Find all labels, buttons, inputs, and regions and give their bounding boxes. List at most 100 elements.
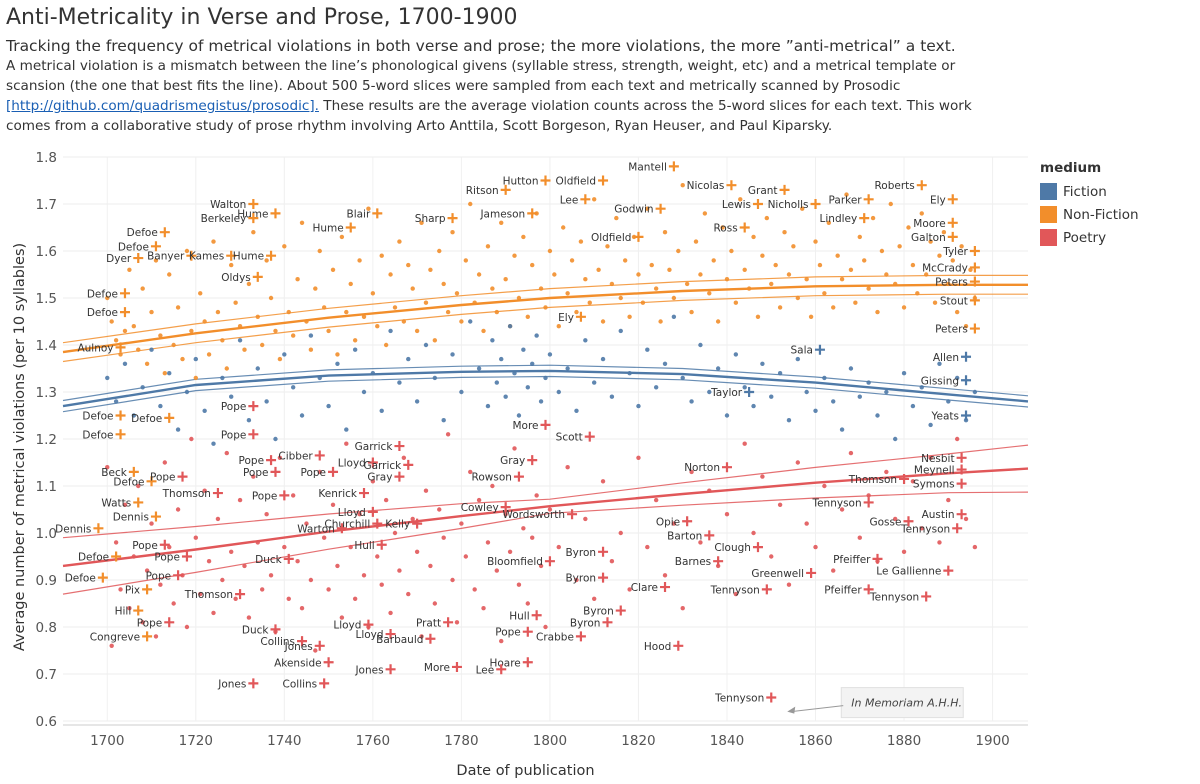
data-point [490, 338, 495, 343]
data-point [689, 309, 694, 315]
data-point [233, 300, 238, 305]
labeled-point-marker [394, 441, 405, 452]
point-label: Hood [644, 641, 671, 653]
data-point [450, 352, 455, 357]
data-point [224, 366, 229, 371]
data-point [538, 286, 544, 291]
data-point [109, 643, 114, 648]
data-point [530, 262, 535, 268]
data-point [432, 338, 438, 343]
point-label: Pope [146, 570, 172, 582]
data-point [357, 258, 362, 263]
point-label: Roberts [874, 180, 914, 192]
trend-band-upper [62, 444, 1029, 539]
trend-band-lower [62, 375, 1029, 413]
data-point [282, 352, 287, 357]
data-point [835, 253, 840, 258]
data-point [229, 262, 234, 268]
point-label: Lindley [820, 213, 858, 225]
trend-line [62, 283, 1028, 354]
point-label: Taylor [710, 387, 743, 399]
data-point [237, 497, 243, 503]
data-point [937, 540, 942, 545]
data-point [817, 262, 823, 268]
labeled-point-marker [319, 678, 330, 689]
data-point [397, 568, 402, 573]
point-label: Churchill [324, 519, 370, 531]
data-point [773, 262, 778, 268]
data-point [459, 521, 464, 526]
point-label: Garrick [363, 460, 402, 472]
labeled-point-marker [372, 518, 383, 529]
data-point [760, 474, 765, 479]
point-label: Pfeiffer [824, 584, 862, 596]
data-point [963, 324, 969, 329]
legend-swatch-fiction [1040, 183, 1057, 200]
data-point [109, 319, 114, 324]
trend-line [62, 369, 1029, 408]
y-tick-label: 0.7 [36, 667, 57, 683]
legend-title: medium [1040, 160, 1102, 176]
data-point [698, 342, 703, 348]
data-point [211, 441, 216, 446]
data-point [158, 582, 163, 587]
labeled-point-marker [899, 473, 910, 484]
point-label: Pope [221, 429, 247, 441]
point-label: Gissing [921, 375, 959, 387]
data-point [414, 399, 420, 404]
data-point [113, 399, 119, 404]
point-label: Pfeiffer [833, 554, 871, 566]
data-point [600, 356, 606, 362]
data-point [175, 427, 181, 432]
legend-item-poetry[interactable]: Poetry [1040, 226, 1139, 249]
data-point [680, 183, 685, 188]
data-point [822, 483, 827, 489]
data-point [361, 389, 367, 395]
trend-band-layer [62, 274, 1029, 595]
labeled-point-marker [615, 605, 626, 616]
labeled-point-marker [226, 250, 237, 261]
data-point [680, 375, 685, 381]
labeled-point-marker [682, 516, 693, 527]
data-point [286, 596, 291, 601]
legend-item-fiction[interactable]: Fiction [1040, 180, 1139, 203]
point-label: Oldys [221, 272, 251, 284]
data-point [760, 361, 765, 366]
point-label: More [512, 420, 538, 432]
labeled-point-marker [164, 617, 175, 628]
data-point [299, 606, 305, 611]
data-point [450, 577, 455, 583]
data-point [600, 479, 606, 484]
data-point [494, 309, 500, 315]
labeled-point-marker [956, 509, 967, 520]
labeled-point-marker [150, 241, 161, 252]
labeled-point-marker [500, 502, 511, 513]
data-point [954, 309, 960, 315]
data-point [113, 540, 119, 545]
labeled-point-marker [544, 556, 555, 567]
data-point [888, 201, 893, 207]
labeled-point-marker [726, 180, 737, 191]
data-point [857, 234, 862, 240]
x-tick-label: 1880 [887, 733, 921, 749]
point-label: Grant [748, 185, 778, 197]
data-point [357, 512, 362, 517]
data-point [618, 295, 623, 301]
data-point [804, 277, 809, 282]
data-point [662, 361, 668, 366]
data-point [193, 535, 198, 540]
data-point [459, 319, 464, 324]
data-point [702, 211, 708, 216]
data-point [715, 366, 721, 371]
prosodic-link[interactable]: [http://github.com/quadrismegistus/proso… [6, 98, 319, 114]
data-point [538, 563, 544, 569]
legend-item-non-fiction[interactable]: Non-Fiction [1040, 203, 1139, 226]
point-label: Godwin [614, 204, 653, 216]
point-label: Tennyson [714, 693, 764, 705]
point-label: Jones [354, 664, 383, 676]
labeled-point-marker [142, 584, 153, 595]
labeled-point-marker [961, 351, 972, 362]
point-label: Hull [354, 540, 374, 552]
labeled-point-marker [93, 523, 104, 534]
data-point [521, 234, 526, 240]
